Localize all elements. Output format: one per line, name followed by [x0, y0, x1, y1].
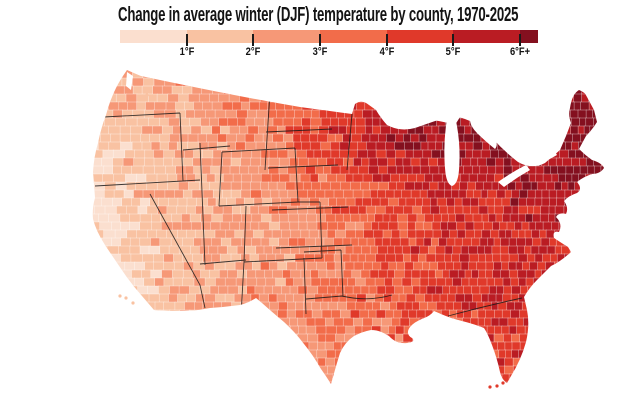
legend-tick — [252, 34, 255, 46]
island-dot — [148, 88, 152, 92]
legend-tick — [385, 34, 388, 46]
legend-label-6f: 6°F+ — [509, 46, 531, 58]
legend-tick — [185, 34, 188, 46]
lake-erie — [498, 165, 530, 187]
legend-tick — [452, 34, 455, 46]
legend-swatch-5-6°F — [453, 30, 521, 43]
county-cells-layer — [92, 70, 604, 384]
lake-michigan — [444, 119, 460, 186]
island-dot — [145, 93, 149, 97]
island-dot — [131, 301, 135, 305]
legend-label-4f: 4°F — [379, 46, 395, 58]
legend-swatch-2-3°F — [253, 30, 321, 43]
lake-huron — [470, 121, 497, 149]
figure-title: Change in average winter (DJF) temperatu… — [118, 4, 519, 26]
color-legend: 1°F 2°F 3°F 4°F 5°F 6°F+ — [120, 30, 538, 58]
lake-ontario — [533, 150, 557, 166]
island-dot — [488, 385, 492, 389]
island-dot — [495, 384, 499, 388]
legend-swatch-6°F+ — [520, 30, 538, 43]
legend-label-5f: 5°F — [446, 46, 461, 58]
legend-swatch-1-2°F — [186, 30, 254, 43]
legend-color-bar — [120, 30, 538, 43]
legend-swatch-4-5°F — [386, 30, 454, 43]
puget-sound — [126, 72, 133, 90]
legend-swatch-<1°F — [120, 30, 187, 43]
state-borders-layer — [94, 91, 523, 317]
island-dot — [118, 294, 122, 298]
legend-swatch-3-4°F — [320, 30, 387, 43]
islands-layer — [118, 88, 505, 389]
island-dot — [124, 296, 128, 300]
legend-label-1f: 1°F — [179, 46, 194, 58]
legend-label-2f: 2°F — [245, 46, 261, 58]
great-lakes-layer — [126, 72, 557, 187]
island-dot — [501, 381, 505, 385]
lake-superior — [377, 99, 460, 125]
legend-label-3f: 3°F — [312, 46, 328, 58]
legend-tick — [519, 34, 522, 46]
legend-tick — [319, 34, 321, 46]
